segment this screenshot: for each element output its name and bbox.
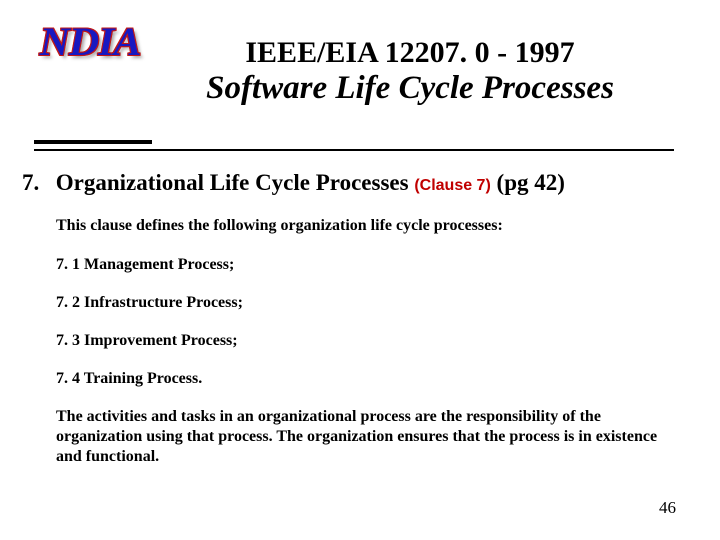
title-line-1: IEEE/EIA 12207. 0 - 1997 — [100, 36, 720, 70]
page-number: 46 — [659, 498, 676, 518]
body-content: This clause defines the following organi… — [56, 216, 666, 486]
body-closing: The activities and tasks in an organizat… — [56, 407, 666, 467]
section-heading: 7. Organizational Life Cycle Processes (… — [22, 170, 565, 196]
section-number: 7. — [22, 170, 50, 196]
list-item: 7. 1 Management Process; — [56, 255, 666, 275]
divider-thick — [34, 140, 152, 144]
list-item: 7. 4 Training Process. — [56, 369, 666, 389]
divider-thin — [34, 149, 674, 151]
title-line-2: Software Life Cycle Processes — [100, 70, 720, 107]
list-item: 7. 3 Improvement Process; — [56, 331, 666, 351]
list-item: 7. 2 Infrastructure Process; — [56, 293, 666, 313]
title-block: IEEE/EIA 12207. 0 - 1997 Software Life C… — [0, 36, 720, 107]
section-clause: (Clause 7) — [414, 177, 490, 194]
section-pageref: (pg 42) — [497, 170, 565, 195]
body-intro: This clause defines the following organi… — [56, 216, 666, 236]
section-title: Organizational Life Cycle Processes — [56, 170, 409, 195]
